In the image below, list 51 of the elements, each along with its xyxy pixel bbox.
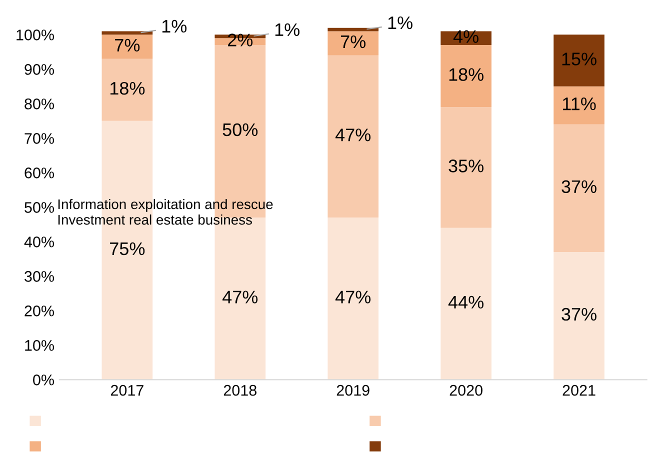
annotation: Investment real estate business [58,214,252,225]
data-label: 18% [110,82,145,95]
bar [554,34,604,86]
data-label: 35% [448,160,484,172]
annotation: Information exploitation and rescue [58,198,273,212]
data-label: 47% [222,290,258,304]
x-tick-label: 2020 [450,384,482,396]
data-label: 1% [275,23,300,36]
y-tick-label: 0% [33,374,54,386]
bar [554,86,604,124]
bar [440,228,492,380]
data-label: 75% [110,242,145,256]
bar [102,34,153,59]
data-label: 47% [335,290,371,304]
bar [102,31,153,35]
data-label: 50% [222,123,258,136]
bar [440,45,492,108]
bar [554,124,604,252]
y-tick-label: 60% [24,168,54,178]
y-tick-label: 70% [24,133,54,144]
bar [440,107,492,228]
bar [328,218,379,380]
x-tick-label: 2021 [562,384,596,396]
data-label: 1% [388,16,412,30]
data-label: 18% [449,68,484,81]
y-tick-label: 10% [25,340,54,351]
data-label: 7% [340,35,366,48]
data-label: 1% [162,20,187,33]
data-label: 37% [562,308,596,321]
y-tick-label: 80% [24,98,54,110]
data-label: 37% [562,180,596,194]
bar [554,252,604,380]
y-tick-label: 20% [24,306,54,316]
data-label: 11% [562,98,596,110]
data-label: 4% [453,30,478,43]
x-tick-label: 2017 [110,384,144,396]
data-label: 2% [228,34,253,46]
bar [328,31,379,56]
data-label: 15% [562,52,596,66]
x-tick-label: 2019 [336,384,370,396]
y-tick-label: 50% [24,202,54,213]
data-label: 47% [335,128,371,142]
bar [102,58,153,121]
data-label: 44% [448,296,484,309]
bar [328,55,379,218]
y-tick-label: 90% [24,64,54,75]
data-label: 7% [115,38,140,52]
y-tick-label: 30% [24,271,54,282]
x-tick-label: 2018 [224,384,256,396]
y-tick-label: 100% [16,30,54,40]
y-tick-label: 40% [24,236,54,248]
